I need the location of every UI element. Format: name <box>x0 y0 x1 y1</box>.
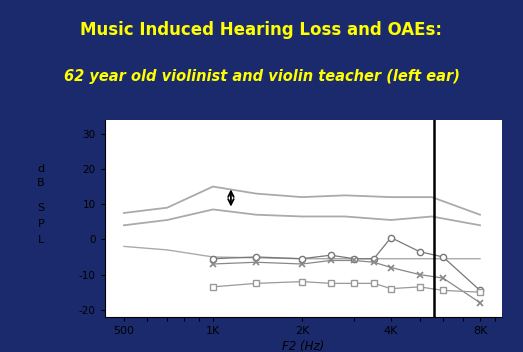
Text: Music Induced Hearing Loss and OAEs:: Music Induced Hearing Loss and OAEs: <box>81 20 442 39</box>
Text: B: B <box>37 178 45 188</box>
Text: L: L <box>38 235 44 245</box>
Text: S: S <box>38 203 44 213</box>
X-axis label: F2 (Hz): F2 (Hz) <box>282 340 324 352</box>
Text: d: d <box>38 164 44 174</box>
Text: 62 year old violinist and violin teacher (left ear): 62 year old violinist and violin teacher… <box>64 69 459 84</box>
Text: P: P <box>38 219 44 229</box>
